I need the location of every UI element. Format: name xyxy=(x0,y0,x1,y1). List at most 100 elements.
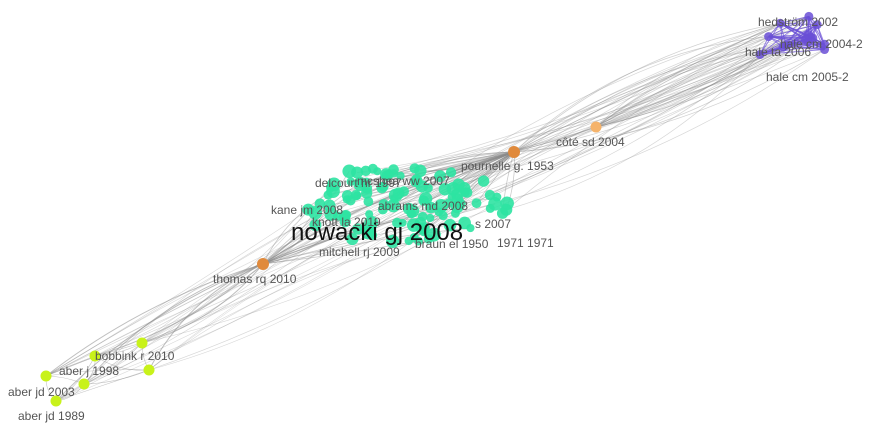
cluster-node-green[interactable] xyxy=(327,177,341,192)
cluster-node-green[interactable] xyxy=(445,167,457,178)
node-label-aber-j-1998[interactable]: aber j 1998 xyxy=(59,364,119,378)
cluster-node-purple[interactable] xyxy=(781,40,791,50)
cluster-node-green[interactable] xyxy=(392,217,403,228)
node-label-hale-ta[interactable]: hale ta 2006 xyxy=(745,45,811,59)
cluster-node-green[interactable] xyxy=(419,227,429,237)
cluster-node-green[interactable] xyxy=(471,198,482,209)
cluster-node-lime[interactable] xyxy=(143,364,155,376)
cluster-node-green[interactable] xyxy=(417,211,428,222)
citation-link xyxy=(83,342,143,385)
node-label-hedstrom[interactable]: hedström 2002 xyxy=(758,15,838,29)
node-label-1971[interactable]: 1971 1971 xyxy=(497,236,554,250)
node-label-braun[interactable]: braun el 1950 xyxy=(415,237,489,251)
cluster-node-green[interactable] xyxy=(434,199,449,213)
node-label-hale-cm-2004[interactable]: hale cm 2004-2 xyxy=(780,37,863,51)
node-label-hale-cm-2005[interactable]: hale cm 2005-2 xyxy=(766,70,849,84)
node-label-mcshea[interactable]: mcshea ww 2007 xyxy=(357,174,450,188)
cluster-node-green[interactable] xyxy=(423,183,433,193)
cluster-node-purple[interactable] xyxy=(755,50,765,60)
cluster-node-green[interactable] xyxy=(346,177,356,186)
node-thomas[interactable] xyxy=(257,258,269,270)
node-label-s-2007[interactable]: s 2007 xyxy=(475,217,511,231)
cluster-node-lime[interactable] xyxy=(40,370,52,382)
node-label-cote[interactable]: côté sd 2004 xyxy=(556,135,625,149)
cluster-node-green[interactable] xyxy=(340,209,352,221)
cluster-node-green[interactable] xyxy=(426,213,435,223)
cluster-node-green[interactable] xyxy=(414,236,423,246)
citation-link xyxy=(359,151,515,185)
cluster-node-lime[interactable] xyxy=(50,395,62,407)
cluster-node-green[interactable] xyxy=(438,211,448,221)
cluster-node-green[interactable] xyxy=(352,223,364,235)
cluster-node-green[interactable] xyxy=(309,219,322,232)
cluster-node-purple[interactable] xyxy=(812,20,822,30)
cluster-node-green[interactable] xyxy=(367,230,378,241)
cluster-node-lime[interactable] xyxy=(78,378,90,390)
citation-link xyxy=(45,369,150,377)
cluster-node-green[interactable] xyxy=(404,236,413,246)
cluster-node-lime[interactable] xyxy=(89,350,101,362)
cluster-node-purple[interactable] xyxy=(820,39,830,49)
cluster-node-green[interactable] xyxy=(396,171,405,180)
node-label-thomas[interactable]: thomas rq 2010 xyxy=(213,272,297,286)
node-label-delcourt[interactable]: delcourt hr 1997 xyxy=(315,176,402,190)
cluster-node-green[interactable] xyxy=(376,182,388,194)
cluster-node-green[interactable] xyxy=(346,233,359,246)
cluster-node-green[interactable] xyxy=(485,203,495,213)
node-label-aber-jd-1989[interactable]: aber jd 1989 xyxy=(18,409,85,423)
citation-link xyxy=(513,41,809,153)
cluster-node-purple[interactable] xyxy=(775,18,785,28)
node-label-kane[interactable]: kane jm 2008 xyxy=(271,203,343,217)
cluster-node-green[interactable] xyxy=(390,169,399,178)
citation-link xyxy=(262,203,496,265)
cluster-node-purple[interactable] xyxy=(800,34,810,44)
cluster-node-green[interactable] xyxy=(341,190,353,202)
cluster-node-green[interactable] xyxy=(364,215,379,230)
cluster-node-lime[interactable] xyxy=(136,337,148,349)
citation-link xyxy=(425,22,781,199)
cluster-node-green[interactable] xyxy=(406,204,420,218)
cluster-node-green[interactable] xyxy=(409,163,420,174)
cluster-node-green[interactable] xyxy=(454,198,466,210)
cluster-node-green[interactable] xyxy=(477,175,490,187)
cluster-node-green[interactable] xyxy=(450,208,460,218)
citation-link xyxy=(768,36,825,51)
cluster-node-green[interactable] xyxy=(365,210,374,219)
cluster-node-green[interactable] xyxy=(410,174,423,186)
cluster-node-green[interactable] xyxy=(332,211,342,221)
cluster-node-purple[interactable] xyxy=(804,11,814,21)
node-label-abrams[interactable]: abrams md 2008 xyxy=(378,199,468,213)
node-label-knott[interactable]: knott la 2019 xyxy=(312,215,381,229)
cluster-node-green[interactable] xyxy=(427,227,441,242)
cluster-node-green[interactable] xyxy=(314,198,326,209)
node-label-mitchell[interactable]: mitchell rj 2009 xyxy=(319,245,400,259)
node-label-bobbink[interactable]: bobbink r 2010 xyxy=(95,349,175,363)
cluster-node-green[interactable] xyxy=(443,218,457,232)
cluster-node-purple[interactable] xyxy=(764,32,774,42)
cluster-node-green[interactable] xyxy=(354,176,366,188)
node-pournelle[interactable] xyxy=(508,146,520,158)
cluster-node-green[interactable] xyxy=(363,196,374,207)
cluster-node-green[interactable] xyxy=(323,199,336,212)
cluster-node-green[interactable] xyxy=(378,199,390,210)
cluster-node-green[interactable] xyxy=(466,223,475,233)
cluster-node-green[interactable] xyxy=(398,186,410,197)
cluster-node-green[interactable] xyxy=(484,189,496,201)
citation-link xyxy=(262,151,515,265)
cluster-node-green[interactable] xyxy=(425,201,437,214)
cluster-node-green[interactable] xyxy=(434,170,447,183)
cluster-node-green[interactable] xyxy=(500,196,514,211)
node-label-pournelle[interactable]: pournelle g. 1953 xyxy=(461,159,554,173)
node-label-aber-jd-2003[interactable]: aber jd 2003 xyxy=(8,385,75,399)
cluster-node-green[interactable] xyxy=(302,203,315,216)
cluster-node-green[interactable] xyxy=(342,164,357,179)
node-label-nowacki[interactable]: nowacki gj 2008 xyxy=(291,219,463,246)
node-cote[interactable] xyxy=(590,121,602,133)
citation-link xyxy=(595,54,761,128)
cluster-node-green[interactable] xyxy=(418,195,429,206)
cluster-node-green[interactable] xyxy=(452,178,465,191)
cluster-node-green[interactable] xyxy=(367,163,378,174)
cluster-node-green[interactable] xyxy=(350,189,362,201)
cluster-node-green[interactable] xyxy=(496,207,509,219)
cluster-node-green[interactable] xyxy=(386,234,400,249)
